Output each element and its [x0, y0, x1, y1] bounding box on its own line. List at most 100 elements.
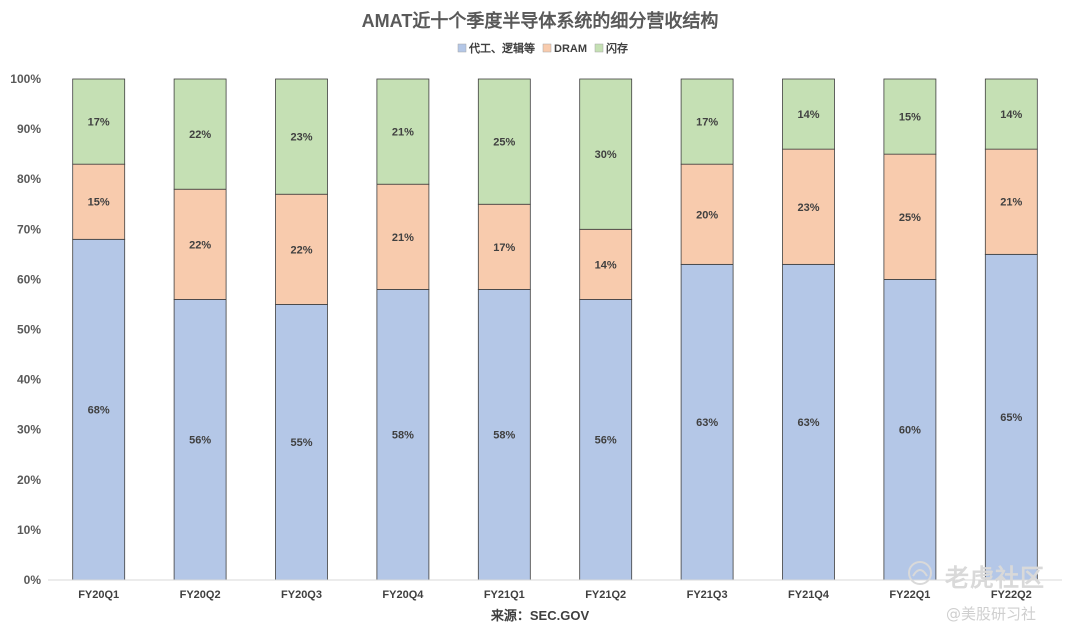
- bars: 68% 15% 17% 56% 22% 22% 55% 22% 23% 58% 21% 21% 58% 1…: [72, 78, 1038, 581]
- bar-segment: [579, 78, 633, 230]
- y-tick-label: 70%: [17, 222, 41, 236]
- x-tick-label: FY20Q2: [180, 589, 221, 601]
- bar-segment: [376, 183, 430, 290]
- data-label: 17%: [88, 117, 110, 129]
- data-label: 63%: [797, 417, 819, 429]
- y-tick-label: 0%: [24, 573, 42, 587]
- data-label: 14%: [595, 259, 617, 271]
- data-label: 56%: [189, 435, 211, 447]
- data-label: 15%: [899, 112, 921, 124]
- bar-segment: [782, 78, 835, 150]
- bar-segment: [883, 278, 937, 581]
- x-tick-label: FY22Q2: [991, 589, 1032, 601]
- bar-group-FY21Q1: 58% 17% 25%: [477, 78, 531, 581]
- bar-group-FY20Q2: 56% 22% 22%: [173, 78, 227, 581]
- legend-item-0: 代工、逻辑等: [457, 41, 535, 55]
- data-label: 22%: [189, 239, 211, 251]
- chart-title: AMAT近十个季度半导体系统的细分营收结构: [362, 10, 719, 31]
- bar-group-FY20Q3: 55% 22% 23%: [275, 78, 328, 581]
- data-label: 20%: [696, 209, 718, 221]
- data-label: 14%: [1000, 109, 1022, 121]
- x-tick-label: FY22Q1: [889, 589, 930, 601]
- bar-segment: [680, 263, 734, 581]
- bar-segment: [173, 78, 227, 190]
- x-tick-label: FY20Q3: [281, 589, 322, 601]
- y-tick-label: 80%: [17, 172, 41, 186]
- data-label: 55%: [290, 437, 312, 449]
- y-tick-label: 60%: [17, 272, 41, 286]
- y-tick-label: 90%: [17, 122, 41, 136]
- bar-segment: [680, 78, 734, 165]
- x-tick-label: FY21Q4: [788, 589, 830, 601]
- legend-item-1: DRAM: [542, 43, 587, 55]
- data-label: 17%: [493, 242, 515, 254]
- data-label: 22%: [189, 129, 211, 141]
- bar-group-FY22Q1: 60% 25% 15%: [883, 78, 937, 581]
- bar-segment: [376, 289, 430, 581]
- y-tick-label: 20%: [17, 473, 41, 487]
- bar-group-FY20Q4: 58% 21% 21%: [376, 78, 430, 581]
- bar-segment: [72, 78, 126, 165]
- data-label: 65%: [1000, 412, 1022, 424]
- bar-group-FY21Q3: 63% 20% 17%: [680, 78, 734, 581]
- legend-item-2: 闪存: [594, 41, 628, 55]
- bar-segment: [984, 253, 1038, 581]
- bar-group-FY21Q2: 56% 14% 30%: [579, 78, 633, 581]
- data-label: 25%: [899, 212, 921, 224]
- bar-segment: [275, 193, 328, 305]
- bar-segment: [579, 228, 633, 300]
- watermark-handle: @美股研习社: [946, 605, 1037, 623]
- bar-segment: [376, 78, 430, 185]
- data-label: 23%: [797, 202, 819, 214]
- bar-segment: [72, 238, 126, 581]
- y-tick-label: 10%: [17, 523, 41, 537]
- bar-segment: [477, 289, 531, 581]
- watermark-logo-icon: [905, 560, 935, 586]
- bar-group-FY22Q2: 65% 21% 14%: [984, 78, 1038, 581]
- bar-segment: [275, 78, 328, 195]
- data-label: 58%: [392, 430, 414, 442]
- bar-segment: [477, 78, 531, 205]
- y-tick-label: 40%: [17, 373, 41, 387]
- bar-segment: [984, 148, 1038, 255]
- data-label: 14%: [797, 109, 819, 121]
- data-label: 68%: [88, 405, 110, 417]
- bar-segment: [883, 153, 937, 280]
- data-label: 21%: [392, 232, 414, 244]
- bar-segment: [173, 299, 227, 581]
- y-tick-label: 100%: [10, 72, 41, 86]
- bar-segment: [782, 148, 835, 265]
- data-label: 21%: [1000, 197, 1022, 209]
- bar-group-FY20Q1: 68% 15% 17%: [72, 78, 126, 581]
- y-tick-label: 50%: [17, 323, 41, 337]
- data-label: 17%: [696, 117, 718, 129]
- bar-segment: [883, 78, 937, 155]
- data-label: 60%: [899, 425, 921, 437]
- legend-label: DRAM: [554, 43, 587, 55]
- legend-swatch: [542, 43, 552, 53]
- bar-segment: [72, 163, 126, 240]
- bar-group-FY21Q4: 63% 23% 14%: [782, 78, 835, 581]
- bar-segment: [173, 188, 227, 300]
- legend-label: 闪存: [606, 41, 628, 55]
- data-label: 23%: [290, 132, 312, 144]
- bar-segment: [984, 78, 1038, 150]
- x-axis: FY20Q1 FY20Q2 FY20Q3 FY20Q4 FY21Q1 FY21Q2 FY21…: [48, 579, 1062, 601]
- bar-segment: [579, 299, 633, 581]
- legend: 代工、逻辑等 DRAM 闪存: [457, 41, 628, 55]
- data-label: 15%: [88, 197, 110, 209]
- y-tick-label: 30%: [17, 423, 41, 437]
- x-tick-label: FY21Q3: [687, 589, 728, 601]
- legend-swatch: [457, 43, 467, 53]
- legend-label: 代工、逻辑等: [468, 41, 535, 55]
- data-label: 30%: [595, 149, 617, 161]
- x-tick-label: FY21Q2: [585, 589, 626, 601]
- legend-swatch: [594, 43, 604, 53]
- data-label: 25%: [493, 137, 515, 149]
- data-label: 22%: [290, 244, 312, 256]
- watermark-brand: 老虎社区: [945, 564, 1045, 592]
- source-note: 来源：SEC.GOV: [490, 608, 590, 623]
- data-label: 56%: [595, 435, 617, 447]
- data-label: 21%: [392, 127, 414, 139]
